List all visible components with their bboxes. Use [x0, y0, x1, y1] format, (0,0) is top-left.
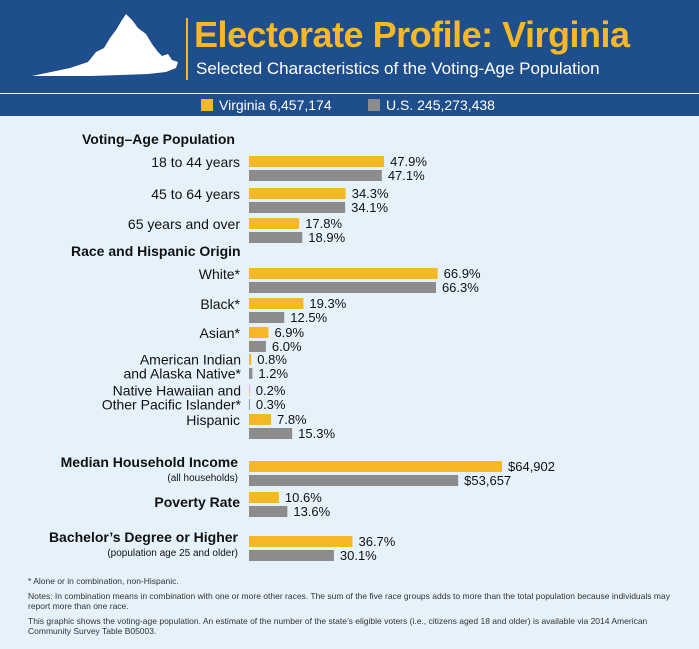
- bar-us: [249, 202, 346, 213]
- value-label-us: 47.1%: [388, 168, 425, 183]
- value-label-virginia: 17.8%: [305, 216, 342, 231]
- row-label: Native Hawaiian and: [113, 383, 241, 399]
- bar-us: [249, 550, 334, 561]
- bar-us: [249, 368, 253, 379]
- value-label-virginia: 47.9%: [390, 154, 427, 169]
- bar-virginia: [249, 327, 269, 338]
- row-label: and Alaska Native*: [123, 366, 241, 382]
- row-label: 18 to 44 years: [151, 154, 240, 170]
- value-label-us: 6.0%: [272, 339, 302, 354]
- footnote-source: This graphic shows the voting-age popula…: [28, 615, 648, 637]
- value-label-us: 1.2%: [258, 366, 288, 381]
- bar-virginia: [249, 492, 279, 503]
- value-label-virginia: $64,902: [508, 459, 555, 474]
- value-label-us: 34.1%: [351, 200, 388, 215]
- value-label-us: 30.1%: [340, 548, 377, 563]
- footnote-notes: Notes: In combination means in combinati…: [28, 590, 670, 612]
- value-label-us: 13.6%: [293, 504, 330, 519]
- footnotes: * Alone or in combination, non-Hispanic.…: [28, 576, 688, 641]
- row-label: 45 to 64 years: [151, 186, 240, 202]
- row-label: Black*: [200, 296, 240, 312]
- header-banner: Electorate Profile: Virginia Selected Ch…: [0, 0, 699, 93]
- virginia-map-icon: [32, 14, 178, 76]
- legend-label-us: U.S. 245,273,438: [386, 97, 495, 113]
- row-label: Hispanic: [186, 412, 240, 428]
- bar-virginia: [249, 156, 385, 167]
- bar-us: [249, 506, 288, 517]
- row-label: White*: [199, 266, 241, 282]
- value-label-virginia: 10.6%: [285, 490, 322, 505]
- legend-swatch-us: [368, 99, 380, 111]
- value-label-us: 18.9%: [308, 230, 345, 245]
- row-label: 65 years and over: [128, 216, 240, 232]
- legend-swatch-virginia: [201, 99, 213, 111]
- bar-chart: Voting–Age Population 18 to 44 years 47.9%…: [49, 131, 555, 563]
- bar-virginia: [249, 461, 502, 472]
- value-label-virginia: 36.7%: [358, 534, 395, 549]
- bar-virginia: [249, 298, 304, 309]
- row-label: Poverty Rate: [154, 494, 240, 510]
- bar-us: [249, 170, 382, 181]
- value-label-virginia: 19.3%: [309, 296, 346, 311]
- value-label-us: 15.3%: [298, 426, 335, 441]
- bar-virginia: [249, 188, 346, 199]
- value-label-virginia: 0.2%: [256, 383, 286, 398]
- group-heading: Race and Hispanic Origin: [71, 243, 241, 259]
- header-divider: [186, 18, 188, 80]
- group-heading: Voting–Age Population: [82, 131, 235, 147]
- bar-us: [249, 232, 303, 243]
- footnote-asterisk: * Alone or in combination, non-Hispanic.: [28, 576, 179, 586]
- value-label-us: 66.3%: [442, 280, 479, 295]
- value-label-us: 0.3%: [256, 397, 286, 412]
- value-label-virginia: 34.3%: [352, 186, 389, 201]
- bar-us: [249, 399, 250, 410]
- value-label-virginia: 66.9%: [444, 266, 481, 281]
- page-title: Electorate Profile: Virginia: [194, 14, 630, 55]
- bar-us: [249, 282, 436, 293]
- bar-virginia: [249, 385, 250, 396]
- bar-us: [249, 341, 266, 352]
- bar-virginia: [249, 536, 353, 547]
- value-label-virginia: 0.8%: [257, 352, 287, 367]
- bar-us: [249, 475, 459, 486]
- legend: Virginia 6,457,174 U.S. 245,273,438: [0, 94, 699, 116]
- value-label-virginia: 7.8%: [277, 412, 307, 427]
- row-sublabel: (population age 25 and older): [107, 548, 238, 559]
- bar-us: [249, 428, 293, 439]
- row-label: Asian*: [200, 325, 241, 341]
- page-subtitle: Selected Characteristics of the Voting-A…: [196, 59, 600, 78]
- bar-virginia: [249, 218, 300, 229]
- value-label-virginia: 6.9%: [274, 325, 304, 340]
- value-label-us: $53,657: [464, 473, 511, 488]
- row-label: American Indian: [140, 352, 241, 368]
- row-label: Bachelor’s Degree or Higher: [49, 529, 239, 545]
- bar-virginia: [249, 414, 271, 425]
- bar-virginia: [249, 354, 252, 365]
- row-label: Other Pacific Islander*: [102, 397, 242, 413]
- bar-virginia: [249, 268, 438, 279]
- row-label: Median Household Income: [61, 454, 239, 470]
- row-sublabel: (all households): [167, 473, 238, 484]
- bar-us: [249, 312, 285, 323]
- legend-label-virginia: Virginia 6,457,174: [219, 97, 332, 113]
- value-label-us: 12.5%: [290, 310, 327, 325]
